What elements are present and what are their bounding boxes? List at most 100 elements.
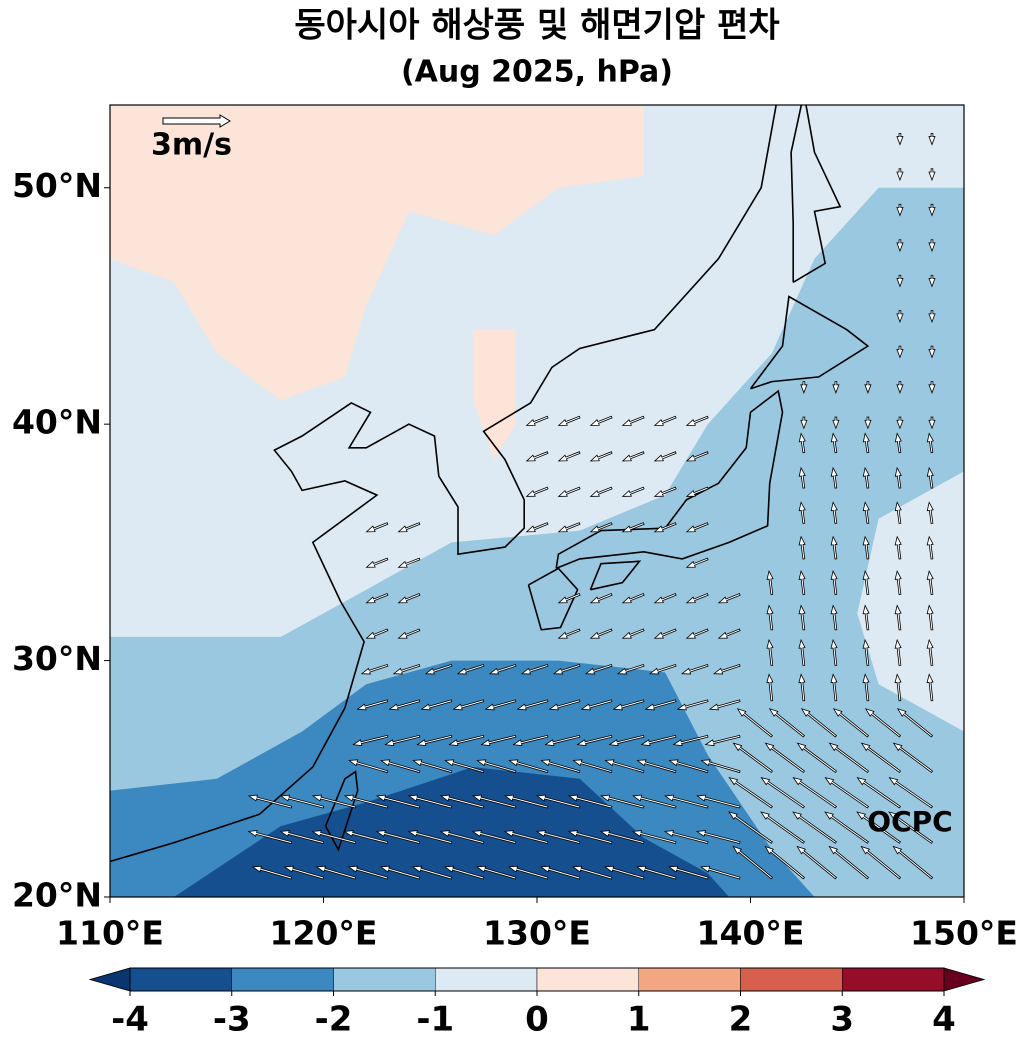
wind-vector xyxy=(796,742,837,773)
wind-vector xyxy=(621,451,645,462)
pressure-anomaly-region xyxy=(110,105,644,401)
wind-vector xyxy=(621,628,645,639)
wind-vector xyxy=(680,663,709,675)
wind-vector xyxy=(283,865,325,880)
wind-vector xyxy=(365,522,389,533)
wind-vector xyxy=(685,522,709,533)
wind-vector xyxy=(535,830,581,844)
wind-vector xyxy=(251,865,293,880)
title: 동아시아 해상풍 및 해면기압 편차 xyxy=(294,6,779,46)
wind-vector xyxy=(443,865,485,880)
x-tick-label: 130°E xyxy=(483,914,591,953)
colorbar-segment xyxy=(842,967,945,992)
wind-vector xyxy=(926,604,934,631)
wind-vector xyxy=(798,673,806,702)
wind-vector xyxy=(798,466,806,489)
wind-vector xyxy=(894,673,902,702)
colorbar-tick-label: 0 xyxy=(525,1000,549,1040)
wind-vector xyxy=(856,776,902,809)
colorbar-segment xyxy=(231,967,334,992)
map-area xyxy=(110,105,964,897)
wind-vector xyxy=(796,845,838,880)
wind-vector xyxy=(798,638,806,666)
wind-vector xyxy=(766,604,774,631)
wind-vector xyxy=(824,811,870,844)
wind-vector xyxy=(347,865,389,880)
wind-vector xyxy=(612,699,645,711)
wind-vector xyxy=(798,535,806,560)
wind-vector xyxy=(604,865,645,880)
wind-vector xyxy=(365,628,389,639)
wind-vector xyxy=(599,830,645,844)
wind-vector xyxy=(557,593,581,604)
wind-vector xyxy=(712,663,741,675)
colorbar-tick-label: -2 xyxy=(315,1000,353,1040)
colorbar-tick-label: -1 xyxy=(416,1000,454,1040)
wind-vector xyxy=(894,466,902,489)
wind-vector xyxy=(926,535,934,560)
wind-vector xyxy=(766,570,774,595)
colorbar-tick-label: 2 xyxy=(729,1000,753,1040)
wind-vector xyxy=(668,759,709,774)
wind-vector xyxy=(456,663,485,675)
wind-vector xyxy=(864,416,872,430)
wind-vector xyxy=(896,381,904,394)
wind-vector xyxy=(856,811,902,844)
wind-vector xyxy=(508,759,549,774)
wind-vector xyxy=(525,451,549,462)
colorbar-extend-low xyxy=(88,967,131,992)
wind-vector xyxy=(764,845,806,880)
wind-vector xyxy=(516,699,549,711)
wind-vector xyxy=(792,776,837,809)
wind-vector xyxy=(832,708,870,738)
wind-vector xyxy=(928,381,936,394)
wind-vector xyxy=(279,830,325,844)
wind-vector xyxy=(896,310,904,324)
wind-vector xyxy=(648,663,677,675)
colorbar-tick-label: 3 xyxy=(830,1000,854,1040)
wind-vector xyxy=(471,830,517,844)
wind-vector xyxy=(365,557,389,568)
wind-vector xyxy=(663,830,709,844)
wind-vector xyxy=(896,203,904,217)
wind-vector xyxy=(896,239,904,253)
wind-vector xyxy=(830,432,838,454)
wind-vector xyxy=(736,708,773,738)
coastline xyxy=(324,770,359,852)
wind-vector xyxy=(862,673,870,702)
wind-vector xyxy=(397,522,421,533)
wind-vector xyxy=(589,415,613,426)
wind-vector xyxy=(379,865,421,880)
wind-vector xyxy=(621,415,645,426)
wind-vector xyxy=(636,759,677,774)
wind-vector xyxy=(685,486,709,497)
wind-vector xyxy=(557,415,581,426)
wind-vector xyxy=(696,794,741,809)
y-tick-label: 50°N xyxy=(12,166,102,205)
wind-vector xyxy=(926,638,934,666)
colorbar-tick-label: 1 xyxy=(627,1000,651,1040)
wind-vector xyxy=(798,570,806,595)
wind-vector xyxy=(653,628,677,639)
coastline xyxy=(110,105,777,863)
wind-vector xyxy=(828,742,870,773)
pressure-anomaly-region xyxy=(472,329,516,460)
wind-vector xyxy=(512,734,549,747)
wind-vector xyxy=(439,830,485,844)
y-tick-label: 30°N xyxy=(12,639,102,678)
wind-vector xyxy=(928,345,936,359)
wind-vector xyxy=(685,451,709,462)
wind-vector xyxy=(448,734,485,747)
pressure-anomaly-region xyxy=(857,471,964,732)
wind-vector xyxy=(311,830,357,844)
wind-vector xyxy=(653,522,677,533)
watermark: OCPC xyxy=(867,805,952,838)
wind-vector xyxy=(520,663,549,675)
wind-vector xyxy=(832,381,840,394)
colorbar-segment xyxy=(435,967,538,992)
x-tick-label: 120°E xyxy=(270,914,378,953)
wind-vector xyxy=(452,699,485,711)
wind-vector xyxy=(475,865,517,880)
wind-vector xyxy=(439,794,485,809)
